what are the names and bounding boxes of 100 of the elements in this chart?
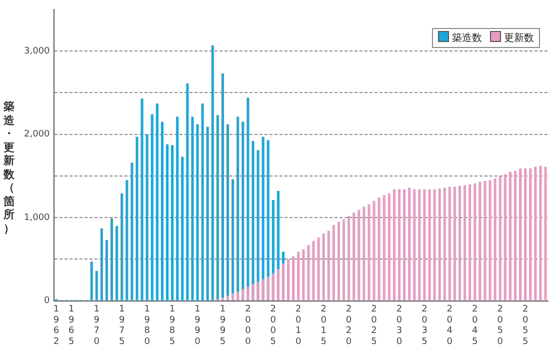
bar	[276, 269, 280, 300]
bar	[246, 286, 250, 300]
bar	[146, 134, 148, 300]
bar	[302, 249, 305, 300]
bar	[156, 103, 158, 300]
y-tick-label: 3,000	[24, 46, 50, 56]
y-tick-label: 2,000	[24, 130, 50, 140]
bar	[166, 144, 168, 300]
x-tick-label: 2005	[270, 304, 276, 347]
x-tick-label: 2030	[396, 304, 402, 347]
x-tick-label: 1970	[94, 304, 100, 347]
bar	[474, 183, 476, 300]
bar	[181, 156, 184, 300]
bar	[136, 136, 138, 300]
bar	[378, 198, 380, 300]
bar	[256, 282, 260, 300]
bar	[453, 186, 456, 300]
bar	[438, 188, 441, 300]
bar	[368, 204, 370, 300]
bar	[105, 240, 108, 300]
bar	[448, 186, 451, 300]
bar	[337, 222, 340, 300]
bar	[242, 289, 244, 300]
bar	[100, 228, 103, 300]
bar	[524, 168, 527, 300]
bar	[342, 219, 346, 300]
bar	[408, 188, 411, 300]
bar	[126, 180, 128, 300]
bar	[297, 252, 300, 300]
bar	[226, 296, 230, 300]
bar	[433, 189, 436, 300]
x-tick-label: 2040	[446, 304, 453, 347]
x-tick-label: 1990	[194, 304, 201, 347]
bar	[539, 166, 542, 300]
bar	[484, 180, 486, 300]
bar	[388, 193, 390, 300]
bar	[201, 103, 204, 300]
bar	[322, 233, 325, 300]
bar	[312, 240, 315, 300]
bar	[130, 162, 134, 300]
bar	[514, 170, 516, 300]
y-tick-label: 0	[44, 296, 50, 306]
bar	[519, 168, 522, 300]
bar	[186, 84, 189, 300]
bar	[413, 189, 416, 300]
bar	[504, 174, 506, 300]
legend-label: 更新数	[503, 32, 534, 45]
bar	[176, 116, 179, 300]
y-tick-label: 1,000	[24, 212, 50, 223]
bar	[110, 218, 114, 300]
bar	[252, 284, 254, 300]
x-tick-label: 2050	[497, 304, 504, 347]
x-tick-label: 2035	[422, 304, 428, 347]
bar	[160, 122, 164, 300]
bar	[362, 206, 366, 300]
bar	[140, 98, 144, 300]
bar	[90, 262, 93, 300]
bar	[468, 184, 472, 300]
bar	[206, 126, 209, 300]
bar	[494, 178, 496, 300]
bar	[150, 114, 154, 300]
bar	[216, 115, 219, 300]
x-tick-label: 2000	[245, 304, 252, 347]
x-tick-label: 1980	[144, 304, 150, 347]
x-tick-label: 2010	[295, 304, 302, 347]
bar	[120, 193, 124, 300]
x-tick-label: 2045	[472, 304, 478, 347]
bar	[287, 259, 290, 300]
bar	[191, 116, 194, 300]
bar	[116, 226, 118, 300]
bar	[196, 124, 199, 300]
bar	[272, 273, 274, 300]
bar	[282, 263, 284, 300]
bar	[358, 210, 360, 300]
bar	[428, 189, 431, 300]
bar	[443, 188, 446, 300]
bar	[292, 256, 295, 300]
bar	[382, 195, 386, 300]
bar	[392, 189, 396, 300]
bar	[529, 168, 532, 300]
bar	[95, 270, 98, 300]
bar	[398, 189, 400, 300]
bar	[332, 225, 335, 300]
x-tick-label: 1995	[220, 304, 226, 347]
bar	[488, 180, 492, 300]
bar	[171, 145, 174, 300]
bar	[211, 45, 214, 300]
legend-label: 築造数	[451, 32, 482, 45]
bar	[221, 297, 224, 300]
bar	[221, 74, 224, 300]
x-tick-label: 2055	[522, 304, 528, 347]
bar	[544, 166, 547, 300]
bar	[403, 189, 406, 300]
x-tick-label: 1962	[53, 304, 60, 347]
x-tick-label: 2015	[320, 304, 327, 347]
bar	[307, 245, 310, 300]
bar	[352, 212, 356, 300]
bar	[458, 186, 462, 300]
bar	[478, 182, 482, 300]
bar	[423, 189, 426, 300]
